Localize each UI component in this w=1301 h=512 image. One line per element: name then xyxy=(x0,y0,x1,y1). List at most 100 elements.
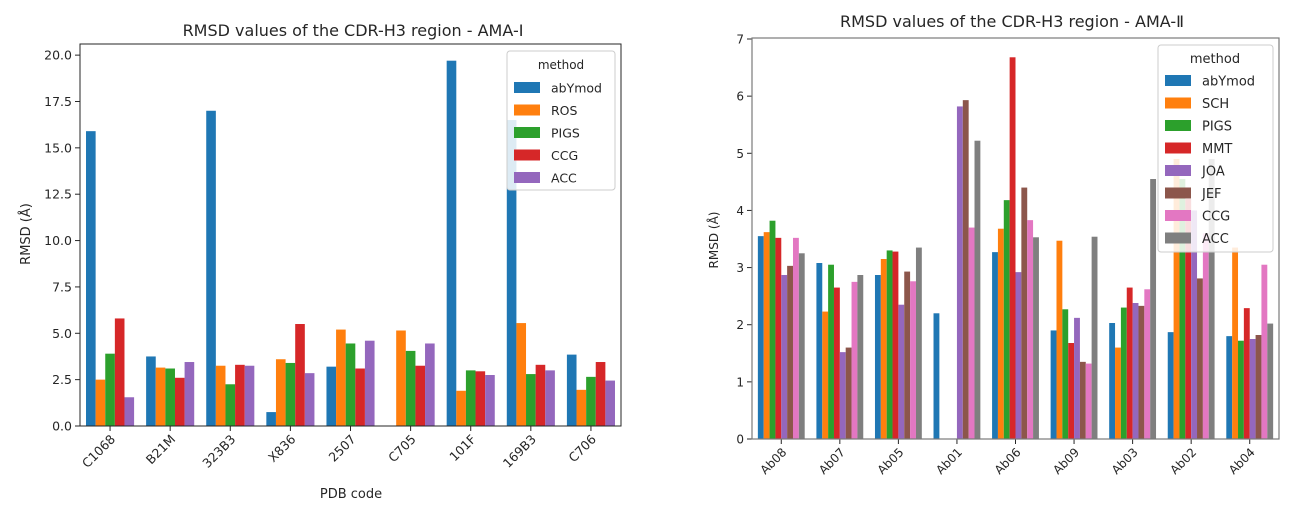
right-legend-label: ACC xyxy=(1202,232,1229,247)
right-legend-swatch xyxy=(1165,187,1191,199)
right-bar-joa-ab03 xyxy=(1132,303,1139,439)
right-bar-ccg-ab01 xyxy=(968,227,975,439)
left-bar-acc-b21m xyxy=(184,362,195,426)
right-bar-abymod-ab06 xyxy=(992,252,998,439)
left-legend-label: CCG xyxy=(551,148,578,163)
right-ytick-label: 0 xyxy=(736,433,744,447)
right-bar-pigs-ab06 xyxy=(1003,200,1010,439)
right-bar-acc-ab03 xyxy=(1150,179,1157,439)
left-bar-ros-b21m xyxy=(155,367,166,426)
chart-left-bars xyxy=(86,60,615,426)
chart-left-xlabel: PDB code xyxy=(320,487,382,502)
right-bar-acc-ab08 xyxy=(798,253,805,439)
right-bar-jef-ab03 xyxy=(1138,305,1145,439)
right-bar-sch-ab09 xyxy=(1056,240,1063,439)
left-xtick-label: 169B3 xyxy=(500,432,539,471)
left-bar-pigs-101f xyxy=(465,370,476,426)
left-bar-pigs-c706 xyxy=(586,376,596,426)
left-bar-ccg-2507 xyxy=(355,368,365,426)
right-legend-label: MMT xyxy=(1202,142,1232,157)
left-ytick-label: 5.0 xyxy=(52,326,72,341)
left-bar-abymod-101f xyxy=(446,60,457,426)
left-bar-abymod-169b3 xyxy=(506,120,517,426)
left-bar-ros-2507 xyxy=(336,329,346,426)
left-bar-pigs-c705 xyxy=(405,350,416,426)
right-bar-abymod-ab07 xyxy=(816,263,823,439)
left-ytick-label: 12.5 xyxy=(44,187,72,202)
right-bar-joa-ab02 xyxy=(1191,210,1198,439)
right-bar-pigs-ab09 xyxy=(1062,309,1069,439)
left-xtick-label: 101F xyxy=(446,432,479,465)
right-bar-pigs-ab05 xyxy=(886,250,893,439)
right-bar-mmt-ab06 xyxy=(1009,57,1016,439)
right-bar-pigs-ab03 xyxy=(1120,307,1127,439)
right-legend-swatch xyxy=(1165,120,1191,131)
left-legend-swatch xyxy=(514,104,540,116)
right-bar-abymod-ab04 xyxy=(1226,336,1233,439)
left-bar-ros-c706 xyxy=(576,389,587,426)
left-bar-abymod-c1068 xyxy=(86,131,96,426)
right-bar-mmt-ab05 xyxy=(892,251,899,439)
chart-left-title: RMSD values of the CDR-H3 region - AMA-I xyxy=(183,21,524,40)
right-bar-jef-ab01 xyxy=(962,100,969,439)
right-legend-swatch xyxy=(1165,165,1191,176)
right-bar-joa-ab06 xyxy=(1015,272,1022,439)
right-bar-jef-ab06 xyxy=(1021,187,1028,439)
left-bar-ccg-b21m xyxy=(174,377,185,426)
chart-left-frame xyxy=(79,43,622,427)
right-bar-jef-ab02 xyxy=(1197,278,1203,439)
left-legend-swatch xyxy=(514,82,540,93)
left-bar-ros-169b3 xyxy=(516,323,527,426)
right-xtick-label: Ab01 xyxy=(933,445,965,477)
left-ytick-label: 17.5 xyxy=(44,94,72,109)
right-ytick-label: 2 xyxy=(736,318,744,332)
left-ytick-label: 10.0 xyxy=(44,233,72,248)
right-legend-swatch xyxy=(1165,75,1191,86)
left-legend-swatch xyxy=(514,127,540,138)
chart-left: RMSD values of the CDR-H3 region - AMA-I… xyxy=(18,21,622,502)
left-legend-label: abYmod xyxy=(551,81,602,96)
right-bar-joa-ab05 xyxy=(898,304,905,439)
right-legend-label: JOA xyxy=(1201,165,1225,180)
right-bar-jef-ab05 xyxy=(904,271,911,439)
right-ytick-label: 6 xyxy=(736,90,744,104)
right-bar-ccg-ab03 xyxy=(1144,289,1151,439)
chart-right-legend: method abYmod SCH PIGS MMT JOA JEF CCG ACC xyxy=(1157,44,1274,253)
right-bar-joa-ab09 xyxy=(1074,317,1080,439)
right-bar-abymod-ab03 xyxy=(1109,323,1116,439)
right-bar-mmt-ab04 xyxy=(1243,308,1250,439)
chart-left-y-axis: 0.0 2.5 5.0 7.5 10.0 12.5 15.0 17.5 20.0 xyxy=(44,48,80,434)
left-xtick-label: 323B3 xyxy=(199,432,238,471)
left-bar-acc-323b3 xyxy=(244,365,255,426)
left-bar-acc-169b3 xyxy=(545,370,555,426)
left-ytick-label: 15.0 xyxy=(44,140,72,155)
left-xtick-label: C705 xyxy=(385,432,419,466)
right-bar-sch-ab02 xyxy=(1173,159,1180,439)
right-ytick-label: 4 xyxy=(736,204,744,218)
left-xtick-label: B21M xyxy=(143,432,179,468)
right-bar-jef-ab08 xyxy=(787,265,793,439)
left-bar-abymod-b21m xyxy=(146,356,156,426)
right-bar-pigs-ab08 xyxy=(769,220,776,439)
left-bar-ccg-c706 xyxy=(595,362,606,426)
left-bar-pigs-x836 xyxy=(285,362,296,426)
right-bar-abymod-ab02 xyxy=(1167,332,1174,439)
left-bar-pigs-2507 xyxy=(345,343,356,426)
left-xtick-label: C706 xyxy=(565,431,599,465)
chart-left-x-axis: C1068 B21M 323B3 X836 2507 C705 101F 169B3 C706 xyxy=(79,426,599,471)
right-ytick-label: 1 xyxy=(736,375,744,389)
right-bar-acc-ab05 xyxy=(915,247,922,439)
right-bar-sch-ab04 xyxy=(1232,247,1239,439)
left-ytick-label: 7.5 xyxy=(52,279,72,294)
right-bar-joa-ab01 xyxy=(956,106,963,440)
left-bar-pigs-c1068 xyxy=(105,353,115,426)
right-bar-mmt-ab07 xyxy=(833,287,840,439)
right-bar-sch-ab08 xyxy=(763,232,770,439)
left-legend-swatch xyxy=(514,149,540,161)
left-bar-acc-x836 xyxy=(304,373,315,426)
right-bar-ccg-ab07 xyxy=(851,281,858,439)
left-bar-ccg-101f xyxy=(475,371,486,426)
right-legend-swatch xyxy=(1165,232,1191,244)
chart-right-bars xyxy=(757,57,1274,440)
